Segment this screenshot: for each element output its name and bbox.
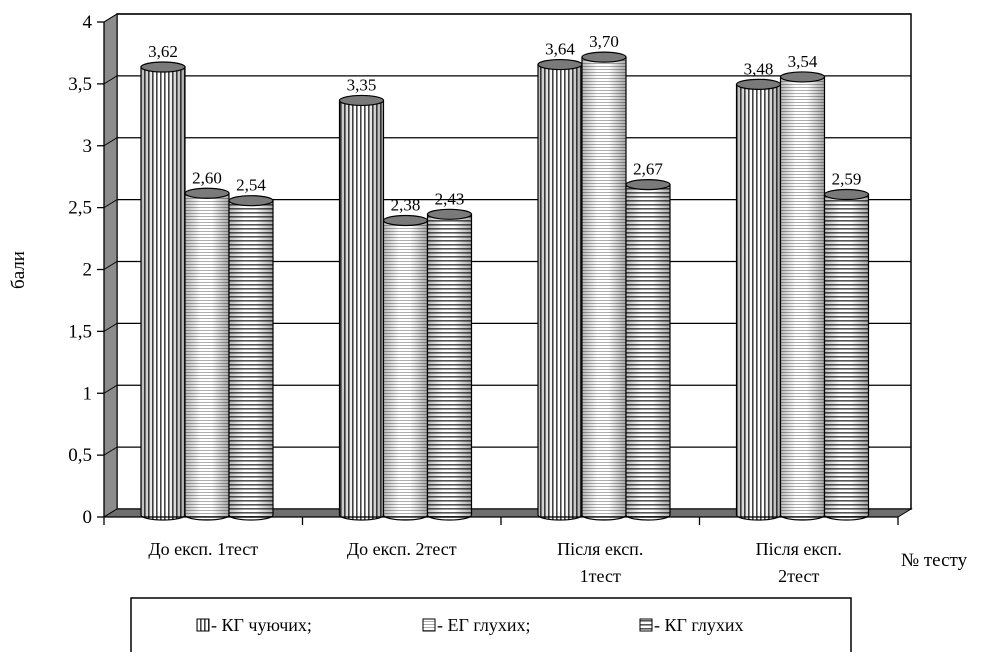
bar — [426, 208, 473, 521]
bar-top — [779, 71, 826, 83]
data-label: 3,62 — [148, 42, 178, 61]
y-tick-label: 2 — [83, 260, 93, 281]
bar-top — [382, 214, 429, 227]
legend: - КГ чуючих; - ЕГ глухих; - КГ глухих — [130, 597, 852, 655]
data-label: 2,54 — [236, 176, 266, 195]
legend-swatch — [422, 618, 436, 632]
gridline-side — [103, 446, 118, 456]
bar — [184, 187, 230, 521]
y-tick-label: 0,5 — [68, 445, 92, 466]
bar-top — [228, 195, 274, 207]
bar — [823, 188, 870, 521]
gridline-side — [103, 322, 118, 332]
bar-shade — [538, 64, 582, 521]
x-tick-label: 1тест — [580, 566, 621, 586]
bar — [140, 61, 186, 521]
bar-shade — [185, 193, 229, 520]
data-label: 2,60 — [192, 168, 222, 187]
bar-shade — [780, 76, 825, 521]
bars — [140, 51, 870, 521]
bar — [338, 94, 385, 521]
x-axis: До експ. 1тест До експ. 2тест Після експ. 1… — [103, 516, 899, 586]
legend-entry: - ЕГ глухих; — [437, 615, 530, 635]
bar-shade — [427, 214, 472, 520]
bar-shade — [229, 200, 273, 521]
legend-box — [130, 597, 852, 655]
y-tick-label: 3,5 — [68, 74, 92, 95]
data-label: 3,64 — [545, 40, 575, 59]
gridline-side — [103, 13, 118, 23]
bar-top — [823, 188, 870, 201]
y-tick-label: 1 — [83, 383, 93, 404]
bar-top — [735, 78, 782, 90]
gridline-side — [103, 261, 118, 270]
bar-top — [140, 61, 186, 73]
x-tick-label: До експ. 1тест — [148, 539, 258, 559]
data-label: 2,38 — [391, 195, 421, 214]
bar-shade — [626, 184, 670, 520]
bar-top — [581, 51, 627, 63]
bar — [537, 58, 583, 521]
y-tick-label: 4 — [83, 12, 93, 33]
gridline-side — [103, 199, 118, 209]
gridline-side — [103, 75, 118, 85]
x-tick-label: 2тест — [778, 566, 819, 586]
bar-shade — [339, 100, 384, 520]
y-tick-label: 1,5 — [68, 321, 92, 342]
bar-shade — [824, 194, 869, 521]
y-tick-label: 0 — [83, 507, 93, 528]
x-tick-label: До експ. 2тест — [347, 539, 457, 559]
bar-shade — [383, 220, 428, 520]
bar-top — [426, 208, 473, 220]
bar — [228, 195, 274, 521]
y-tick-label: 3 — [83, 136, 93, 157]
y-axis: 0 0,5 1 1,5 2 2,5 3 3,5 4 — [68, 12, 105, 528]
bar — [581, 51, 627, 521]
bar — [625, 178, 671, 521]
data-label: 2,59 — [832, 169, 862, 188]
data-label: 3,35 — [347, 75, 377, 94]
gridline-side — [103, 137, 118, 147]
data-label: 3,70 — [589, 32, 619, 51]
x-tick-label: Після експ. — [557, 539, 643, 559]
legend-entry: - КГ чуючих; — [211, 615, 312, 635]
y-tick-label: 2,5 — [68, 198, 92, 219]
data-label: 2,43 — [435, 189, 465, 208]
bar-shade — [141, 67, 185, 521]
data-label: 3,48 — [744, 59, 774, 78]
data-label: 2,67 — [633, 160, 663, 179]
x-tick-label: Після експ. — [756, 539, 842, 559]
value-labels: 3,62 3,35 3,64 3,48 2,60 2,38 3,70 3,54 2,54 2,43… — [148, 32, 861, 214]
bar — [382, 214, 429, 521]
legend-entry: - КГ глухих — [654, 615, 744, 635]
bar-shade — [736, 84, 781, 520]
y-axis-title: бали — [8, 251, 29, 289]
bar-top — [625, 178, 671, 191]
bar — [735, 78, 782, 521]
legend-swatch — [639, 618, 653, 632]
x-axis-title: № тесту — [901, 550, 968, 571]
data-label: 3,54 — [788, 52, 818, 71]
gridline-side — [103, 384, 118, 394]
legend-swatch — [196, 618, 210, 632]
bar-top — [537, 58, 583, 71]
bar-top — [184, 187, 230, 199]
bar — [779, 71, 826, 521]
bar-top — [338, 94, 385, 107]
bar-shade — [582, 57, 626, 520]
